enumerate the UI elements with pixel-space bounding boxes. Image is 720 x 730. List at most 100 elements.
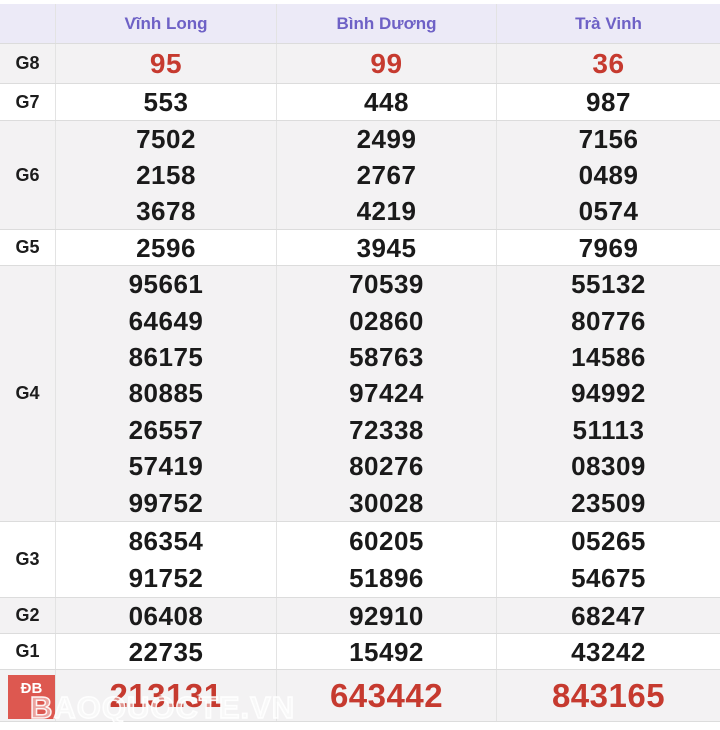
result-number: 51113	[572, 414, 645, 445]
result-number: 3945	[356, 232, 417, 263]
prize-label-G8: G8	[0, 44, 56, 83]
result-number: 2767	[356, 160, 417, 190]
result-number: 51896	[349, 563, 424, 594]
result-number: 7156	[578, 124, 639, 154]
result-number: 72338	[349, 414, 424, 445]
result-number: 3678	[136, 196, 196, 226]
result-number: 448	[364, 87, 409, 117]
result-cell-G3-Trà Vinh: 05265 54675	[497, 522, 720, 597]
table-header-row: Vĩnh Long Bình Dương Trà Vinh	[0, 4, 720, 44]
result-cell-G1-Vĩnh Long: 22735	[56, 634, 277, 669]
result-cell-G3-Vĩnh Long: 86354 91752	[56, 522, 277, 597]
result-cell-G3-Bình Dương: 60205 51896	[277, 522, 497, 597]
result-number: 58763	[349, 342, 424, 373]
result-cell-G4-Bình Dương: 70539 02860 58763 97424 72338 80276 30028	[277, 266, 497, 521]
result-number: 26557	[128, 414, 204, 445]
result-cell-G5-Bình Dương: 3945	[277, 230, 497, 265]
result-number: 0489	[578, 160, 639, 190]
result-number: 643442	[329, 677, 444, 714]
result-number: 553	[143, 87, 189, 117]
result-number: 7969	[578, 232, 639, 263]
result-number: 94992	[571, 378, 646, 409]
result-number: 92910	[349, 600, 424, 631]
result-cell-G7-Trà Vinh: 987	[497, 84, 720, 120]
result-cell-G7-Bình Dương: 448	[277, 84, 497, 120]
column-header-tra-vinh: Trà Vinh	[575, 13, 642, 33]
result-cell-G8-Trà Vinh: 36	[497, 44, 720, 83]
result-number: 15492	[349, 636, 424, 667]
result-cell-G6-Bình Dương: 2499 2767 4219	[277, 121, 497, 229]
result-number: 57419	[128, 451, 204, 482]
lottery-results-table: Vĩnh Long Bình Dương Trà Vinh G8 95 99 36 G7…	[0, 4, 720, 722]
prize-row-G6: G6 7502 2158 3678 2499 2767 4219 7156 0489 0574	[0, 121, 720, 230]
prize-label-G5: G5	[0, 230, 56, 265]
result-number: 95661	[128, 269, 204, 300]
result-number: 7502	[136, 124, 196, 154]
prize-row-ĐB: ĐB 213131 643442 843165	[0, 670, 720, 722]
result-cell-ĐB-Trà Vinh: 843165	[497, 670, 720, 721]
result-number: 02860	[349, 305, 424, 336]
result-cell-G2-Vĩnh Long: 06408	[56, 598, 277, 633]
result-cell-G5-Vĩnh Long: 2596	[56, 230, 277, 265]
result-number: 86354	[128, 525, 204, 556]
result-number: 0574	[578, 196, 639, 226]
result-number: 97424	[349, 378, 424, 409]
prize-row-G4: G4 95661 64649 86175 80885 26557 57419 99752 705…	[0, 266, 720, 522]
result-number: 2596	[136, 232, 196, 263]
result-number: 05265	[571, 525, 646, 556]
result-number: 06408	[128, 600, 204, 631]
result-number: 68247	[571, 600, 646, 631]
prize-row-G8: G8 95 99 36	[0, 44, 720, 84]
result-number: 43242	[571, 636, 646, 667]
result-cell-G6-Trà Vinh: 7156 0489 0574	[497, 121, 720, 229]
result-cell-ĐB-Vĩnh Long: 213131	[56, 670, 277, 721]
prize-row-G5: G5 2596 3945 7969	[0, 230, 720, 266]
prize-label-G2: G2	[0, 598, 56, 633]
result-cell-G2-Trà Vinh: 68247	[497, 598, 720, 633]
result-number: 60205	[349, 525, 424, 556]
table-body: G8 95 99 36 G7 553 448 987 G6 7502 2158 3678 2499 276…	[0, 44, 720, 722]
prize-label-G6: G6	[0, 121, 56, 229]
result-number: 99752	[128, 487, 204, 518]
header-corner-cell	[0, 4, 56, 43]
result-number: 91752	[128, 563, 204, 594]
result-cell-G8-Vĩnh Long: 95	[56, 44, 277, 83]
prize-row-G2: G2 06408 92910 68247	[0, 598, 720, 634]
result-number: 2158	[136, 160, 196, 190]
result-cell-G2-Bình Dương: 92910	[277, 598, 497, 633]
column-header-binh-duong: Bình Dương	[277, 4, 497, 43]
result-cell-G4-Vĩnh Long: 95661 64649 86175 80885 26557 57419 99752	[56, 266, 277, 521]
result-number: 99	[370, 47, 403, 79]
result-cell-G8-Bình Dương: 99	[277, 44, 497, 83]
result-number: 55132	[571, 269, 646, 300]
result-number: 70539	[349, 269, 424, 300]
result-number: 64649	[128, 305, 204, 336]
result-cell-G7-Vĩnh Long: 553	[56, 84, 277, 120]
prize-label-G7: G7	[0, 84, 56, 120]
result-cell-G5-Trà Vinh: 7969	[497, 230, 720, 265]
result-number: 30028	[349, 487, 424, 518]
result-number: 4219	[356, 196, 417, 226]
prize-row-G7: G7 553 448 987	[0, 84, 720, 121]
result-number: 36	[592, 47, 625, 79]
prize-label-G1: G1	[0, 634, 56, 669]
special-prize-label-block: ĐB	[8, 675, 55, 719]
result-number: 95	[149, 47, 183, 79]
prize-row-G3: G3 86354 91752 60205 51896 05265 54675	[0, 522, 720, 598]
prize-label-G3: G3	[0, 522, 56, 597]
result-cell-G1-Bình Dương: 15492	[277, 634, 497, 669]
result-number: 86175	[128, 342, 204, 373]
result-number: 213131	[109, 677, 223, 714]
result-cell-ĐB-Bình Dương: 643442	[277, 670, 497, 721]
result-number: 14586	[571, 342, 646, 373]
result-number: 2499	[356, 124, 417, 154]
prize-row-G1: G1 22735 15492 43242	[0, 634, 720, 670]
result-number: 80885	[128, 378, 204, 409]
result-number: 80776	[571, 305, 646, 336]
prize-label-ĐB: ĐB	[0, 670, 56, 721]
result-number: 54675	[571, 563, 646, 594]
result-number: 843165	[551, 677, 666, 714]
result-cell-G6-Vĩnh Long: 7502 2158 3678	[56, 121, 277, 229]
column-header-vinh-long: Vĩnh Long	[56, 4, 277, 43]
result-number: 80276	[349, 451, 424, 482]
